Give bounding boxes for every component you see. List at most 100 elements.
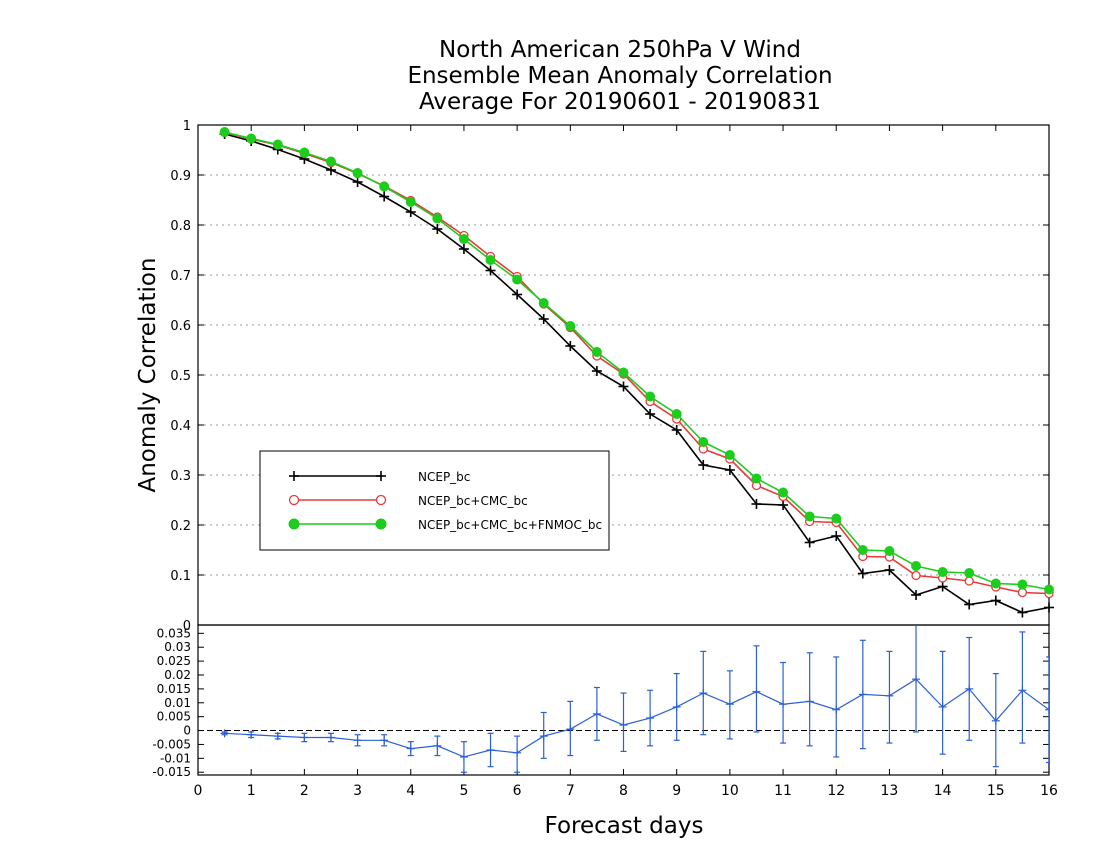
- data-point: [672, 702, 681, 711]
- data-point: [618, 381, 629, 392]
- data-point: [646, 714, 655, 723]
- data-point: [618, 367, 629, 378]
- data-point: [1044, 584, 1054, 595]
- data-point: [990, 578, 1001, 589]
- data-point: [857, 568, 868, 579]
- data-point: [885, 691, 894, 700]
- y-tick-label: 0.035: [157, 626, 191, 640]
- data-point: [964, 576, 974, 586]
- data-point: [698, 460, 709, 470]
- legend-marker: [375, 494, 387, 506]
- data-point: [964, 568, 975, 578]
- data-point: [219, 127, 230, 137]
- data-point: [352, 168, 363, 178]
- y-tick-label: 0.4: [170, 419, 191, 434]
- data-point: [831, 531, 842, 541]
- data-point: [591, 347, 602, 357]
- x-tick-label: 10: [721, 783, 739, 799]
- y-tick-label: 0.025: [157, 654, 191, 668]
- data-point: [751, 499, 762, 509]
- chart-title-line-1: North American 250hPa V Wind: [439, 37, 801, 63]
- x-tick-label: 7: [566, 783, 575, 799]
- y-tick-label: -0.005: [152, 737, 191, 751]
- y-tick-label: -0.01: [160, 751, 191, 765]
- data-point: [911, 561, 922, 571]
- data-point: [751, 473, 762, 484]
- x-tick-label: 9: [672, 783, 681, 799]
- data-point: [379, 181, 390, 192]
- data-point: [805, 697, 814, 706]
- data-point: [1017, 587, 1028, 598]
- data-point: [432, 224, 443, 234]
- data-point: [698, 437, 709, 447]
- data-point: [1044, 602, 1054, 613]
- series-line-0: [224, 133, 1050, 614]
- data-point: [485, 255, 496, 265]
- data-point: [645, 391, 656, 402]
- x-axis-label: Forecast days: [545, 813, 704, 839]
- data-point: [938, 702, 947, 711]
- data-point: [247, 730, 256, 739]
- x-tick-label: 3: [353, 783, 362, 799]
- x-tick-label: 0: [194, 783, 203, 799]
- y-tick-label: 0.03: [164, 640, 191, 654]
- y-tick-label: 0.5: [170, 369, 191, 384]
- data-point: [778, 500, 789, 510]
- data-point: [937, 567, 948, 577]
- y-tick-label: 0.01: [164, 696, 191, 710]
- legend-marker: [288, 494, 300, 506]
- top-panel: 0 0.1 0.2 0.3 0.4 0.5 0.6 0.7 0.8 0.9 1: [170, 119, 1054, 634]
- data-point: [458, 244, 469, 254]
- data-point: [1017, 607, 1028, 618]
- x-tick-label: 1: [247, 783, 256, 799]
- data-point: [671, 425, 682, 435]
- x-tick-label: 11: [774, 783, 792, 799]
- y-tick-label: -0.015: [152, 765, 191, 779]
- data-point: [991, 716, 1000, 725]
- y-tick-label: 0.1: [170, 569, 191, 584]
- y-tick-label: 0: [183, 724, 191, 738]
- data-point: [512, 289, 523, 300]
- data-point: [458, 234, 469, 244]
- x-tick-label: 14: [934, 783, 952, 799]
- legend-marker: [289, 471, 299, 481]
- bottom-panel: -0.015-0.01-0.00500.0050.010.0150.020.02…: [152, 624, 1058, 799]
- legend-label: NCEP_bc+CMC_bc+FNMOC_bc: [418, 518, 602, 532]
- y-tick-label: 0.015: [157, 682, 191, 696]
- data-point: [1018, 686, 1027, 695]
- legend: NCEP_bc NCEP_bc+CMC_bc NCEP_bc+CMC_bc+FNMO…: [259, 450, 610, 551]
- data-point: [1045, 705, 1049, 714]
- data-point: [832, 705, 841, 714]
- data-point: [459, 752, 468, 761]
- x-tick-label: 4: [406, 783, 415, 799]
- legend-label: NCEP_bc: [418, 470, 470, 484]
- data-point: [300, 733, 309, 742]
- data-point: [379, 191, 390, 202]
- data-point: [405, 197, 416, 207]
- data-point: [246, 133, 257, 144]
- data-point: [990, 595, 1001, 606]
- data-point: [804, 511, 815, 522]
- data-point: [380, 736, 389, 745]
- chart-title-line-3: Average For 20190601 - 20190831: [418, 89, 822, 115]
- y-tick-label: 0.6: [170, 319, 191, 334]
- legend-marker: [375, 518, 387, 530]
- legend-marker: [376, 471, 386, 481]
- legend-marker: [288, 518, 300, 530]
- data-point: [406, 744, 415, 753]
- y-tick-label: 0.005: [157, 710, 191, 724]
- data-point: [858, 690, 867, 699]
- x-tick-label: 2: [300, 783, 309, 799]
- y-tick-label: 0.7: [170, 269, 191, 284]
- data-point: [752, 687, 761, 696]
- data-point: [619, 721, 628, 729]
- x-tick-label: 8: [619, 783, 628, 799]
- data-point: [911, 590, 922, 600]
- data-point: [884, 565, 895, 575]
- error-bar: [1046, 656, 1049, 764]
- data-point: [566, 725, 575, 734]
- difference-series: [220, 625, 1049, 773]
- data-point: [699, 689, 708, 698]
- data-point: [512, 274, 523, 285]
